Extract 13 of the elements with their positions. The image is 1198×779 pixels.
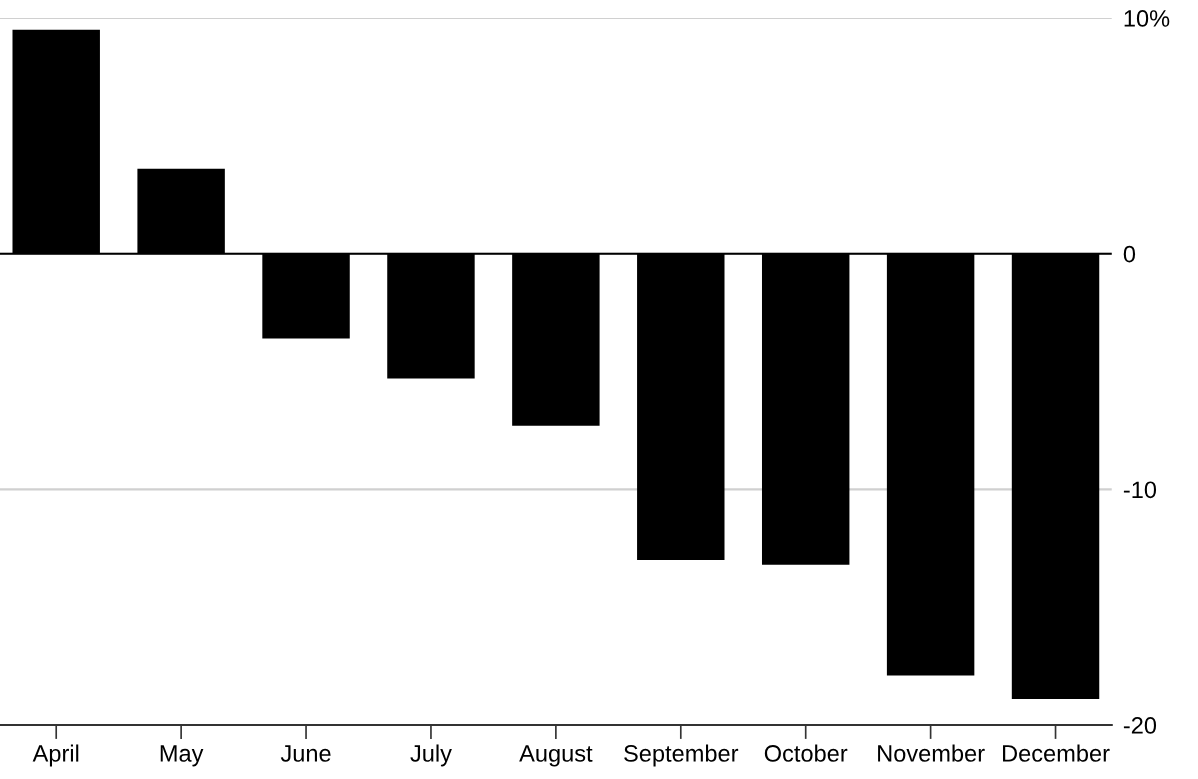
x-tick-label: December [1003, 744, 1110, 762]
x-tick-label: April [32, 744, 79, 767]
x-tick-label: September [624, 744, 739, 767]
y-tick-label: 0 [1123, 245, 1136, 263]
y-tick-label: -10 [1123, 481, 1157, 499]
y-tick-label: -20 [1123, 717, 1157, 734]
x-tick-label: May [160, 745, 204, 767]
y-tick-label: 10% [1124, 10, 1170, 27]
x-tick-label: August [519, 745, 593, 767]
x-tick-label: November [878, 744, 985, 762]
x-tick-label: June [280, 745, 331, 762]
x-tick-label: July [410, 744, 452, 767]
x-tick-label: October [764, 744, 848, 762]
